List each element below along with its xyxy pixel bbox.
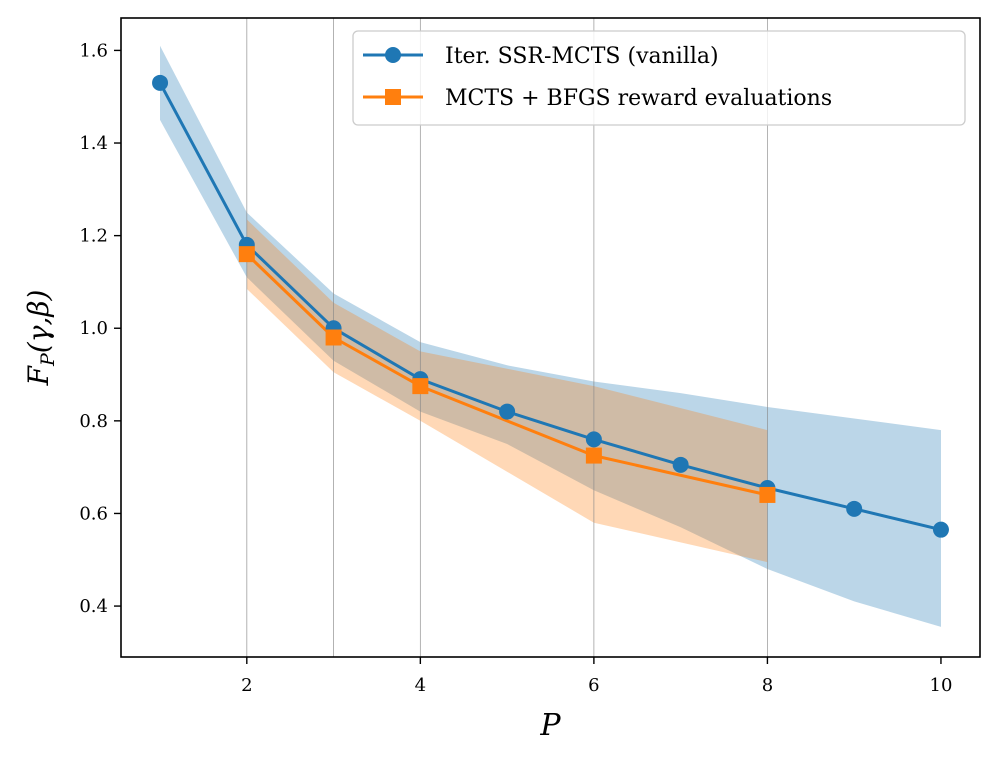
data-point-ssr-5 <box>499 403 516 420</box>
y-tick-label-0.6: 0.6 <box>79 503 108 524</box>
x-tick-label-2: 2 <box>241 675 252 696</box>
plot-frame <box>120 17 981 658</box>
legend-label-ssr: Iter. SSR-MCTS (vanilla) <box>445 44 719 69</box>
y-axis-label-sub: P <box>37 352 59 367</box>
data-point-ssr-1 <box>152 74 169 91</box>
data-point-bfgs-4 <box>412 378 429 395</box>
data-point-ssr-10 <box>932 521 949 538</box>
series-markers <box>152 74 949 538</box>
confidence-band-bfgs <box>246 219 768 563</box>
confidence-bands <box>160 45 941 627</box>
legend: Iter. SSR-MCTS (vanilla) MCTS + BFGS rew… <box>352 30 966 126</box>
x-tick-label-10: 10 <box>930 675 953 696</box>
y-tick-label-1.2: 1.2 <box>79 226 108 247</box>
y-tick-label-1.6: 1.6 <box>79 40 108 61</box>
y-axis-ticks: 0.4 0.6 0.8 1.0 1.2 1.4 1.6 <box>79 40 121 617</box>
data-point-ssr-6 <box>585 431 602 448</box>
y-axis-label: FP(γ,β) <box>22 290 59 387</box>
legend-box <box>352 30 966 126</box>
y-axis-label-main: F <box>22 364 55 386</box>
x-tick-label-4: 4 <box>415 675 426 696</box>
x-axis-label: P <box>539 708 561 743</box>
legend-label-bfgs: MCTS + BFGS reward evaluations <box>445 86 832 111</box>
y-tick-label-1: 1.0 <box>79 318 108 339</box>
legend-marker-bfgs <box>385 89 401 105</box>
y-tick-label-0.8: 0.8 <box>79 411 108 432</box>
y-tick-label-1.4: 1.4 <box>79 133 108 154</box>
data-point-bfgs-2 <box>238 246 255 263</box>
x-axis-ticks: 2 4 6 8 10 <box>241 657 952 696</box>
data-point-ssr-9 <box>846 500 863 517</box>
y-tick-label-0.4: 0.4 <box>79 596 108 617</box>
series-line-ssr <box>158 82 942 532</box>
confidence-band-ssr <box>160 45 941 627</box>
legend-marker-ssr <box>385 47 401 63</box>
data-point-bfgs-6 <box>585 447 602 464</box>
data-point-ssr-7 <box>672 456 689 473</box>
y-axis-label-args: (γ,β) <box>22 290 55 354</box>
x-tick-label-6: 6 <box>588 675 599 696</box>
x-tick-label-8: 8 <box>762 675 773 696</box>
data-point-bfgs-3 <box>325 329 342 346</box>
data-point-bfgs-8 <box>759 486 776 503</box>
